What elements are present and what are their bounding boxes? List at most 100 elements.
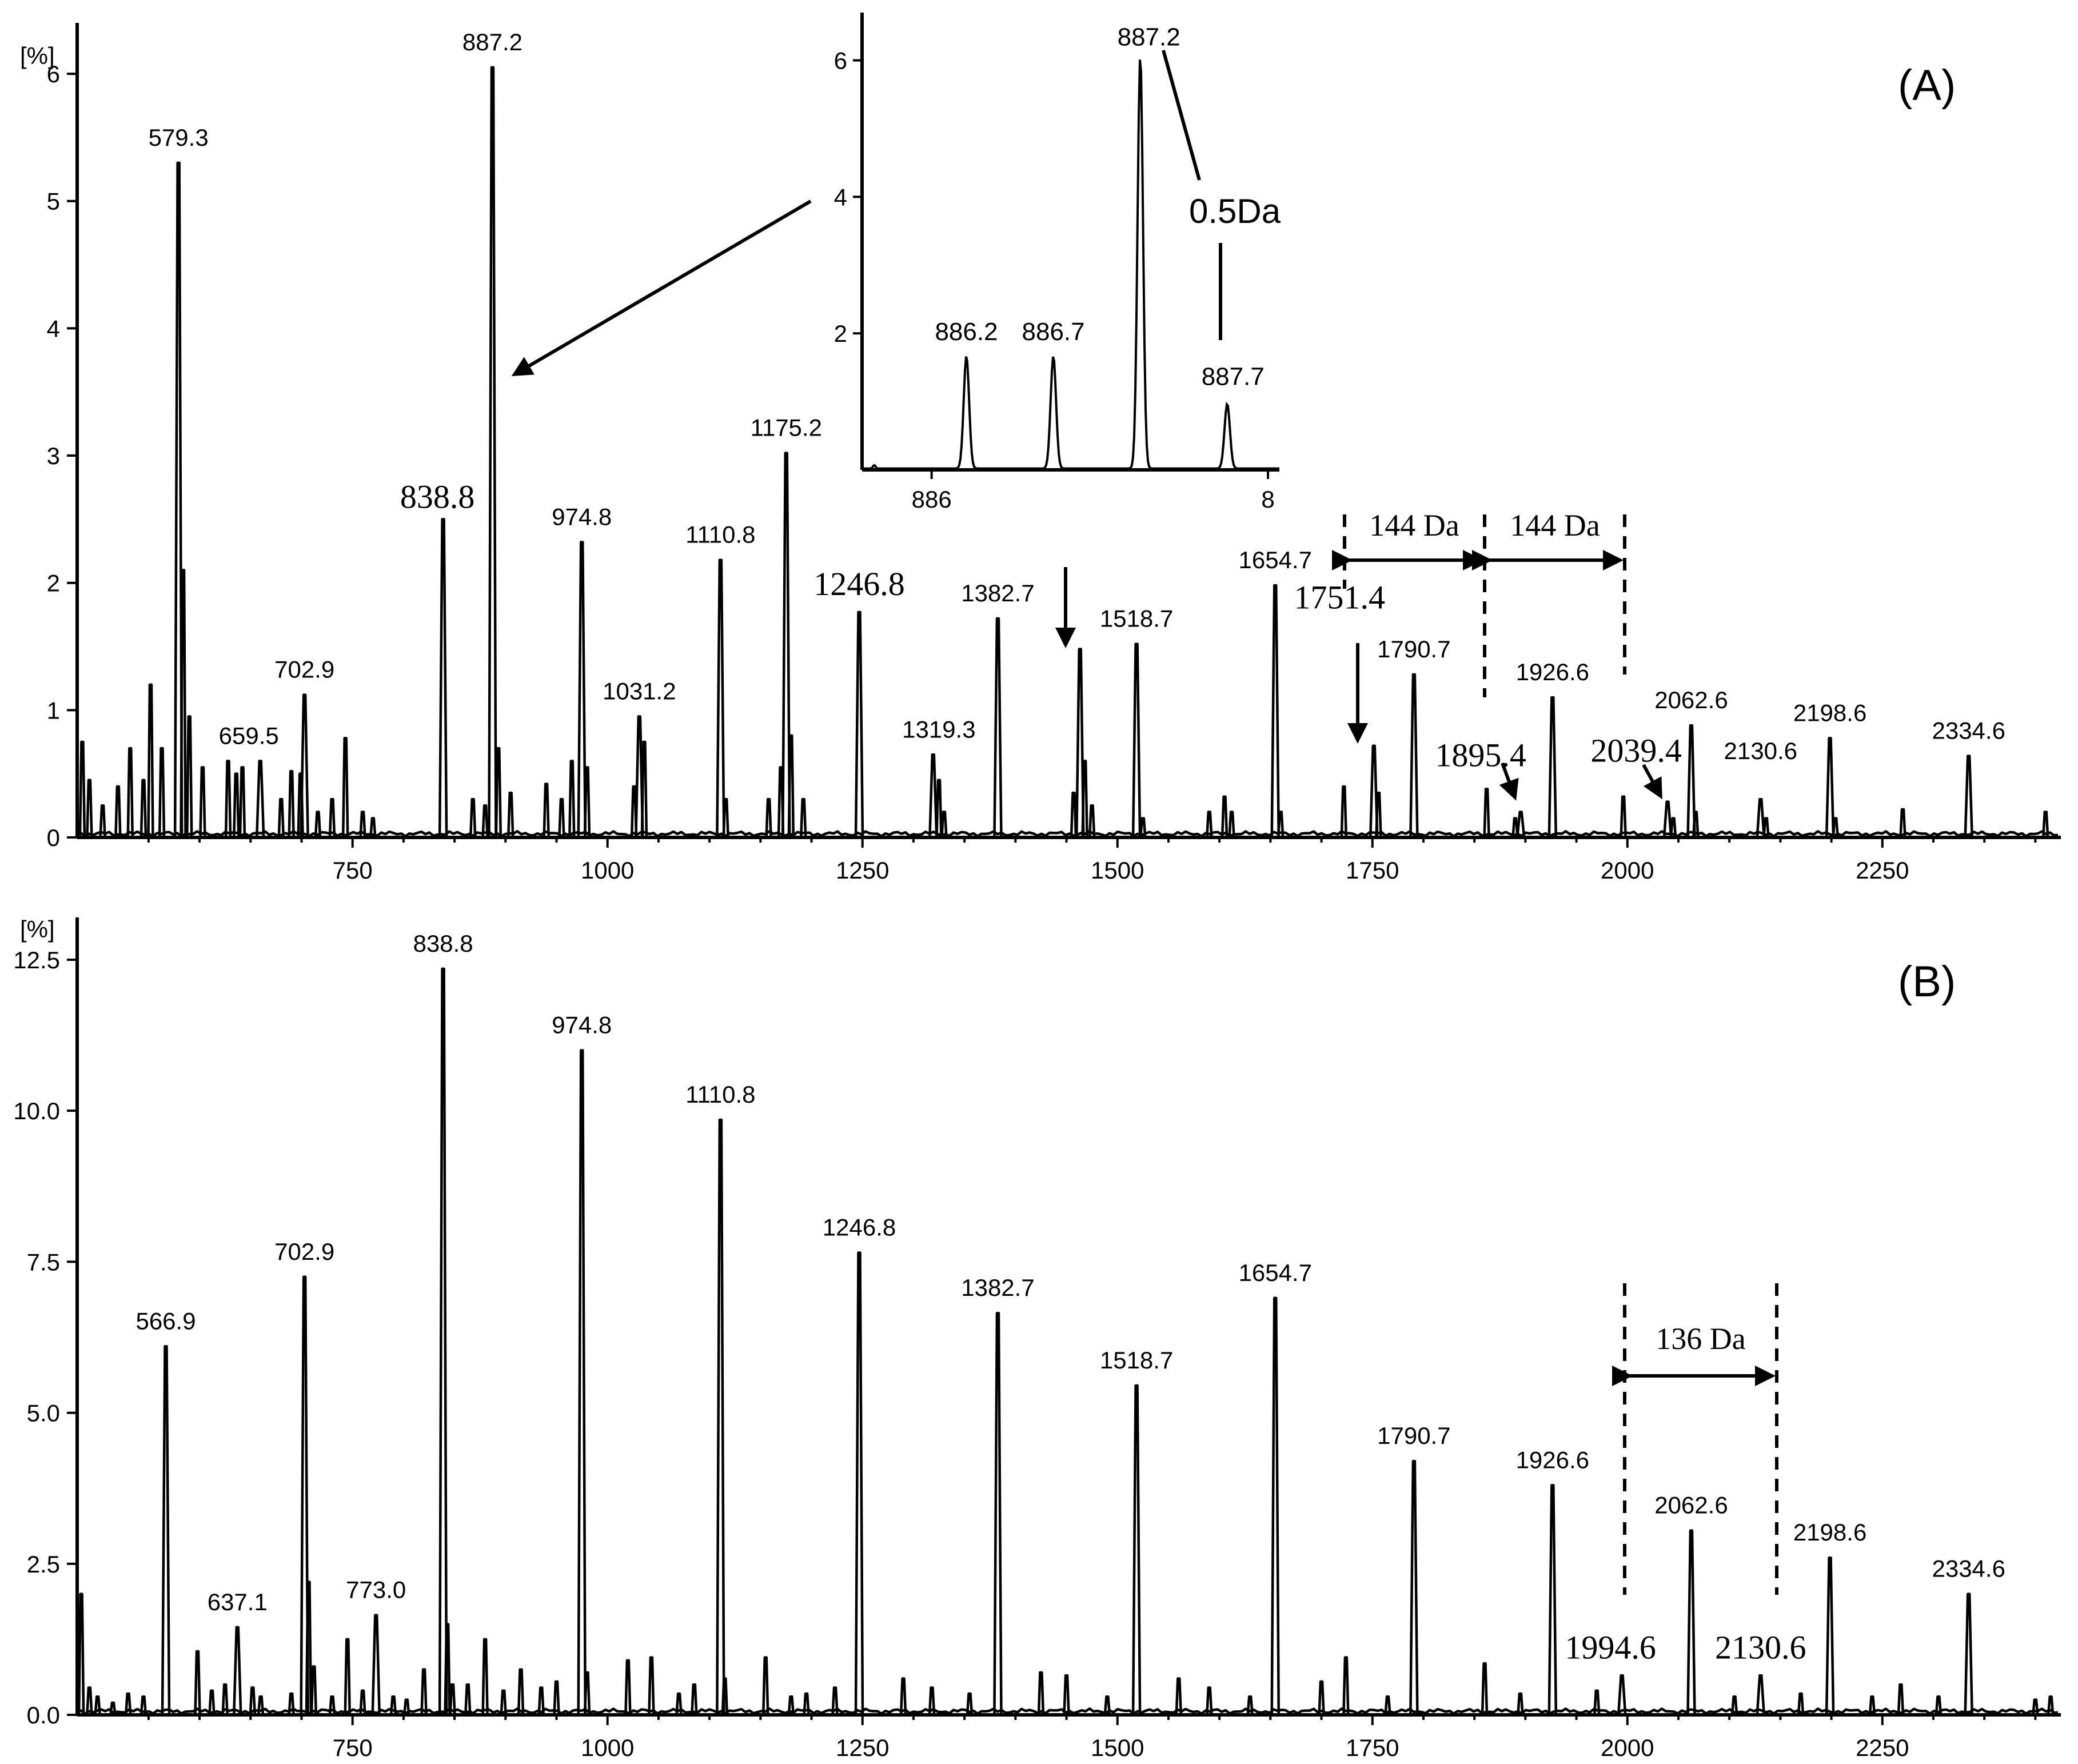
inset-x-tick-label: 886	[912, 486, 952, 513]
minor-peak	[940, 811, 948, 838]
baseline-noise	[75, 829, 2059, 838]
minor-peak	[500, 1689, 507, 1715]
minor-peak	[464, 1683, 472, 1715]
inset-peak-label-887.2: 887.2	[1118, 23, 1180, 51]
panel-a: 750 1000 1250 1500 1750 2000 2250 0 1 2 3 4 5 6 579.3…	[20, 23, 2061, 884]
peak-1319.3	[928, 753, 938, 838]
minor-peak	[1070, 791, 1078, 838]
minor-peak	[1206, 811, 1213, 838]
minor-peak	[449, 1683, 456, 1715]
minor-peak	[1228, 811, 1235, 838]
minor-peak	[1868, 1695, 1876, 1715]
minor-peak	[537, 1686, 545, 1715]
panel-a-inset: 2 4 6 886 8 886.2 886.7 887.2 887.7 0.5Da	[834, 13, 1281, 513]
panel-b-y-axis-label: [%]	[20, 916, 55, 943]
minor-peak	[124, 1692, 132, 1715]
x-tick-label: 2000	[1601, 1734, 1654, 1761]
inset-pointer-arrow	[511, 199, 812, 377]
minor-peak	[1797, 1692, 1805, 1715]
peak-1382.7	[993, 617, 1003, 838]
peak-label-1175.2: 1175.2	[751, 414, 822, 441]
minor-peak	[403, 1698, 410, 1715]
minor-peak	[1206, 1686, 1213, 1715]
inset-peak-label-887.7: 887.7	[1202, 363, 1265, 391]
minor-peak	[2047, 1695, 2055, 1715]
panel-a-label: (A)	[1898, 61, 1956, 110]
minor-peak	[1088, 804, 1096, 838]
y-tick-label: 0.0	[27, 1702, 60, 1729]
minor-peak	[1318, 1680, 1325, 1715]
peak-2130.6	[1756, 797, 1766, 838]
peak-label-1654.7: 1654.7	[1239, 1259, 1312, 1286]
minor-peak	[344, 1638, 352, 1715]
inset-trace-line	[862, 59, 1279, 470]
y-tick-label: 2.5	[27, 1551, 60, 1578]
peak-label-773.0: 773.0	[346, 1577, 406, 1603]
peak-1654.7	[1270, 584, 1280, 838]
peak-label-2039.4: 2039.4	[1590, 732, 1682, 769]
peak-1926.6	[1547, 696, 1558, 838]
peak-1175.2	[781, 452, 791, 838]
minor-peak	[2041, 811, 2049, 838]
y-tick-label: 10.0	[13, 1097, 60, 1124]
x-tick-label: 1000	[581, 1734, 634, 1761]
peak-1246.8	[854, 1251, 864, 1715]
minor-peak	[139, 779, 147, 838]
minor-peak	[314, 811, 322, 838]
minor-peak	[208, 1689, 216, 1715]
peak-1790.7	[1409, 1459, 1419, 1715]
panel-a-y-axis-label: [%]	[20, 42, 55, 69]
y-tick-label: 1	[47, 697, 60, 724]
peak-label-2062.6: 2062.6	[1654, 687, 1728, 713]
minor-peak	[420, 1668, 428, 1715]
minor-peak	[109, 1701, 117, 1715]
peak-1751.4	[1369, 744, 1379, 838]
peak-1463.3	[1075, 648, 1085, 838]
arrow-1895-4	[1499, 762, 1519, 801]
peak-2062.6	[1686, 1529, 1696, 1715]
x-tick-label: 1500	[1091, 857, 1144, 884]
minor-peak	[158, 747, 166, 838]
minor-peak	[94, 1695, 101, 1715]
peak-1518.7	[1131, 1384, 1142, 1715]
minor-peak	[99, 804, 106, 838]
peak-659.5	[255, 760, 265, 838]
minor-peak	[1103, 1695, 1111, 1715]
minor-peak	[288, 1692, 295, 1715]
peak-label-1751.4: 1751.4	[1294, 579, 1386, 616]
minor-peak	[86, 1686, 93, 1715]
peak-label-637.1: 637.1	[208, 1589, 268, 1615]
minor-peak	[481, 804, 489, 838]
inset-isotope-trace	[862, 59, 1279, 470]
peak-2198.6	[1825, 1556, 1835, 1715]
peak-773.0	[371, 1614, 381, 1715]
peak-label-2198.6: 2198.6	[1793, 1519, 1866, 1546]
panel-b-peak-labels: 566.9 637.1 702.9 773.0 838.8 974.8 1110.8 1246…	[135, 930, 2005, 1666]
peak-label-1382.7: 1382.7	[961, 580, 1034, 606]
peak-1926.6	[1547, 1484, 1558, 1715]
minor-peak	[1620, 795, 1627, 838]
peak-label-1790.7: 1790.7	[1377, 1422, 1450, 1449]
x-tick-label: 2250	[1856, 1734, 1909, 1761]
minor-peak	[1899, 808, 1907, 838]
peak-1518.7	[1131, 642, 1142, 838]
inset-y-tick-label: 4	[834, 183, 847, 210]
peak-label-2334.6: 2334.6	[1932, 1555, 2005, 1582]
minor-peak	[517, 1668, 525, 1715]
minor-peak	[1730, 1695, 1738, 1715]
y-tick-label: 6	[47, 61, 60, 87]
peak-label-2334.6: 2334.6	[1932, 717, 2005, 744]
minor-peak	[310, 1665, 318, 1715]
inset-peak-label-886.7: 886.7	[1022, 318, 1085, 346]
peak-label-1110.8: 1110.8	[685, 1081, 755, 1108]
peak-637.1	[233, 1626, 242, 1715]
peak-1382.7	[993, 1311, 1003, 1715]
peak-label-1031.2: 1031.2	[603, 677, 676, 704]
peak-838.8	[438, 967, 448, 1715]
y-tick-label: 2	[47, 570, 60, 597]
minor-peak	[78, 740, 86, 838]
minor-peak	[800, 797, 807, 838]
minor-peak	[224, 760, 232, 838]
minor-peak	[1511, 817, 1519, 838]
minor-peak	[691, 1683, 698, 1715]
